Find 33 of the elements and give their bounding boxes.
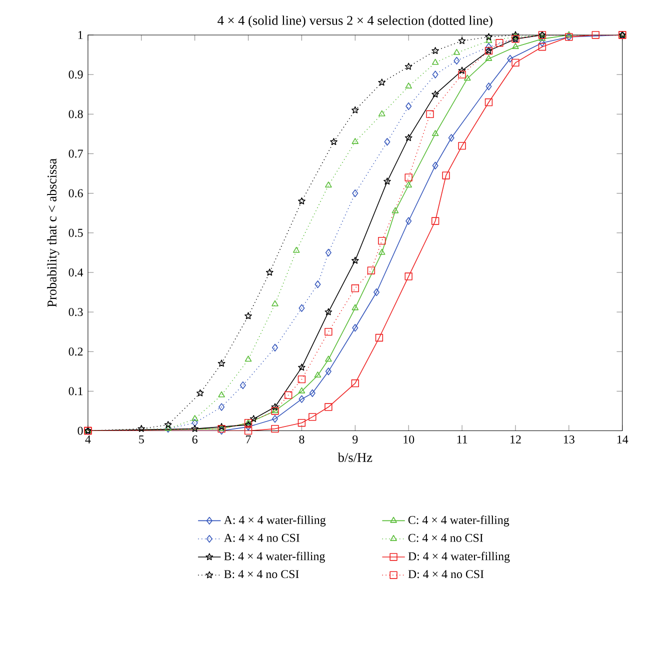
y-tick-label: 0.6 bbox=[68, 189, 83, 198]
y-tick-label: 0.5 bbox=[68, 228, 83, 238]
y-tick-label: 0 bbox=[78, 426, 83, 435]
y-tick-label: 0.9 bbox=[68, 70, 83, 79]
legend-label: B: 4 × 4 no CSI bbox=[224, 570, 299, 578]
x-tick-label: 6 bbox=[192, 436, 198, 444]
legend-label: D: 4 × 4 no CSI bbox=[408, 570, 484, 578]
legend-label: A: 4 × 4 water-filling bbox=[224, 516, 326, 527]
chart-title: 4 × 4 (solid line) versus 2 × 4 selection (dotted line) bbox=[218, 16, 492, 28]
y-axis-title: Probability that c < abscissa bbox=[47, 158, 60, 308]
x-tick-label: 9 bbox=[352, 436, 358, 444]
y-tick-label: 0.1 bbox=[68, 387, 83, 396]
x-tick-label: 5 bbox=[139, 436, 144, 444]
legend-label: B: 4 × 4 water-filling bbox=[224, 552, 325, 563]
legend-label: C: 4 × 4 water-filling bbox=[408, 516, 510, 527]
y-tick-label: 1 bbox=[78, 31, 83, 40]
x-tick-label: 11 bbox=[457, 436, 468, 444]
x-axis-title: b/s/Hz bbox=[338, 452, 372, 462]
y-tick-label: 0.7 bbox=[68, 150, 83, 158]
legend-label: D: 4 × 4 water-filling bbox=[408, 552, 510, 563]
y-tick-label: 0.2 bbox=[68, 348, 83, 356]
y-tick-label: 0.4 bbox=[68, 268, 84, 277]
x-tick-label: 13 bbox=[564, 436, 574, 444]
y-tick-label: 0.3 bbox=[68, 308, 83, 316]
x-tick-label: 7 bbox=[246, 436, 251, 444]
legend-label: C: 4 × 4 no CSI bbox=[408, 534, 483, 542]
x-tick-label: 4 bbox=[85, 436, 91, 444]
x-tick-label: 8 bbox=[299, 436, 304, 444]
legend-label: A: 4 × 4 no CSI bbox=[224, 534, 300, 542]
y-tick-label: 0.8 bbox=[68, 110, 83, 118]
x-tick-label: 12 bbox=[510, 436, 521, 444]
x-tick-label: 10 bbox=[404, 436, 414, 444]
x-tick-label: 14 bbox=[617, 436, 628, 444]
